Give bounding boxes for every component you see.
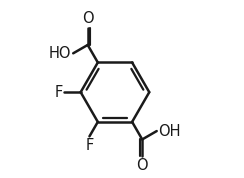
Text: F: F <box>54 85 62 100</box>
Text: F: F <box>85 138 94 153</box>
Text: HO: HO <box>49 46 71 61</box>
Text: OH: OH <box>158 124 181 138</box>
Text: O: O <box>82 11 93 26</box>
Text: O: O <box>136 158 148 173</box>
